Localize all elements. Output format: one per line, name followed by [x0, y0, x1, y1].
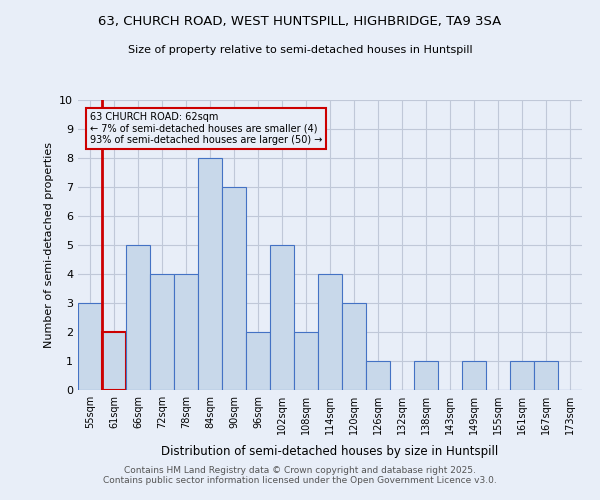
- Text: Size of property relative to semi-detached houses in Huntspill: Size of property relative to semi-detach…: [128, 45, 472, 55]
- Bar: [150, 274, 174, 390]
- Bar: [270, 245, 294, 390]
- Bar: [246, 332, 270, 390]
- Bar: [462, 361, 486, 390]
- Bar: [126, 245, 150, 390]
- Bar: [534, 361, 558, 390]
- Y-axis label: Number of semi-detached properties: Number of semi-detached properties: [44, 142, 53, 348]
- Bar: [294, 332, 318, 390]
- Text: Contains HM Land Registry data © Crown copyright and database right 2025.
Contai: Contains HM Land Registry data © Crown c…: [103, 466, 497, 485]
- X-axis label: Distribution of semi-detached houses by size in Huntspill: Distribution of semi-detached houses by …: [161, 446, 499, 458]
- Bar: [342, 303, 366, 390]
- Text: 63, CHURCH ROAD, WEST HUNTSPILL, HIGHBRIDGE, TA9 3SA: 63, CHURCH ROAD, WEST HUNTSPILL, HIGHBRI…: [98, 15, 502, 28]
- Bar: [414, 361, 438, 390]
- Bar: [198, 158, 222, 390]
- Bar: [102, 332, 126, 390]
- Bar: [366, 361, 390, 390]
- Bar: [510, 361, 534, 390]
- Bar: [222, 187, 246, 390]
- Bar: [318, 274, 342, 390]
- Text: 63 CHURCH ROAD: 62sqm
← 7% of semi-detached houses are smaller (4)
93% of semi-d: 63 CHURCH ROAD: 62sqm ← 7% of semi-detac…: [90, 112, 322, 145]
- Bar: [174, 274, 198, 390]
- Bar: [78, 303, 102, 390]
